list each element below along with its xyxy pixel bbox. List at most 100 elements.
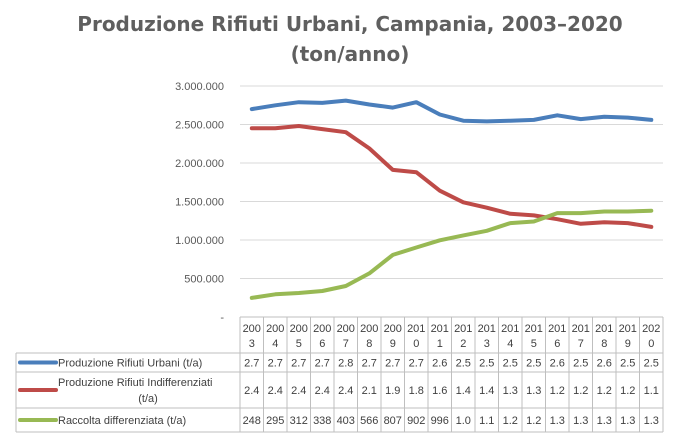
y-tick-label: 500.000 bbox=[184, 274, 224, 286]
table-cell: 1.3 bbox=[644, 415, 659, 427]
table-cell: 2.5 bbox=[573, 358, 588, 370]
x-tick-label: 6 bbox=[554, 338, 560, 350]
table-cell: 1.9 bbox=[385, 385, 400, 397]
x-tick-label: 202 bbox=[642, 323, 660, 335]
table-cell: 403 bbox=[337, 415, 355, 427]
table-cell: 248 bbox=[243, 415, 261, 427]
x-tick-label: 200 bbox=[266, 323, 284, 335]
x-tick-label: 201 bbox=[548, 323, 566, 335]
table-cell: 2.7 bbox=[362, 358, 377, 370]
x-tick-label: 201 bbox=[595, 323, 613, 335]
table-cell: 1.4 bbox=[479, 385, 494, 397]
x-tick-label: 201 bbox=[525, 323, 543, 335]
series-line-3 bbox=[249, 208, 654, 300]
table-cell: 1.3 bbox=[526, 385, 541, 397]
table-cell: 2.8 bbox=[338, 358, 353, 370]
series-line-1 bbox=[249, 98, 654, 124]
table-cell: 2.5 bbox=[644, 358, 659, 370]
x-tick-label: 200 bbox=[360, 323, 378, 335]
x-tick-label: 201 bbox=[501, 323, 519, 335]
table-cell: 2.6 bbox=[550, 358, 565, 370]
chart-title-line-2: (ton/anno) bbox=[291, 42, 410, 66]
data-table: 200 3 200 4 200 5 200 6 200 7 200 8 200 9 201 0 201 1 201 2… bbox=[15, 316, 664, 433]
x-tick-label: 201 bbox=[407, 323, 425, 335]
legend-label: Produzione Rifiuti Urbani (t/a) bbox=[58, 358, 202, 370]
table-cell: 2.5 bbox=[526, 358, 541, 370]
table-cell: 1.2 bbox=[503, 415, 518, 427]
table-cell: 2.4 bbox=[268, 385, 283, 397]
table-cell: 1.3 bbox=[620, 415, 635, 427]
table-cell: 2.6 bbox=[597, 358, 612, 370]
x-tick-label: 200 bbox=[313, 323, 331, 335]
table-cell: 312 bbox=[290, 415, 308, 427]
table-cell: 1.2 bbox=[526, 415, 541, 427]
chart-title-line-1: Produzione Rifiuti Urbani, Campania, 200… bbox=[77, 12, 622, 36]
x-tick-label: 5 bbox=[531, 338, 537, 350]
table-cell: 2.5 bbox=[456, 358, 471, 370]
table-cell: 1.2 bbox=[550, 385, 565, 397]
table-cell: 1.8 bbox=[409, 385, 424, 397]
table-cell: 2.6 bbox=[432, 358, 447, 370]
table-cell: 1.2 bbox=[573, 385, 588, 397]
x-tick-label: 7 bbox=[578, 338, 584, 350]
table-cell: 1.3 bbox=[503, 385, 518, 397]
table-cell: 807 bbox=[384, 415, 402, 427]
x-tick-label: 1 bbox=[437, 338, 443, 350]
x-tick-label: 4 bbox=[272, 338, 278, 350]
x-tick-label: 200 bbox=[290, 323, 308, 335]
x-tick-label: 3 bbox=[484, 338, 490, 350]
table-cell: 2.5 bbox=[503, 358, 518, 370]
table-cell: 295 bbox=[266, 415, 284, 427]
x-tick-label: 9 bbox=[625, 338, 631, 350]
x-tick-label: 0 bbox=[648, 338, 654, 350]
table-cell: 1.0 bbox=[456, 415, 471, 427]
x-tick-label: 8 bbox=[366, 338, 372, 350]
table-cell: 1.3 bbox=[597, 415, 612, 427]
x-tick-label: 201 bbox=[572, 323, 590, 335]
y-tick-label: 2.000.000 bbox=[175, 158, 224, 170]
y-tick-label: 1.500.000 bbox=[175, 197, 224, 209]
table-cell: 2.1 bbox=[362, 385, 377, 397]
x-tick-label: 4 bbox=[507, 338, 513, 350]
x-tick-label: 201 bbox=[454, 323, 472, 335]
table-cell: 2.5 bbox=[620, 358, 635, 370]
legend-label: (t/a) bbox=[138, 393, 158, 405]
x-tick-label: 2 bbox=[460, 338, 466, 350]
x-tick-label: 200 bbox=[384, 323, 402, 335]
table-cell: 2.4 bbox=[338, 385, 353, 397]
series-lines bbox=[249, 98, 654, 300]
table-cell: 1.6 bbox=[432, 385, 447, 397]
x-tick-label: 8 bbox=[601, 338, 607, 350]
table-cell: 2.7 bbox=[268, 358, 283, 370]
table-cell: 2.4 bbox=[244, 385, 259, 397]
series-line-2 bbox=[249, 124, 654, 229]
x-tick-label: 201 bbox=[619, 323, 637, 335]
gridlines bbox=[240, 85, 663, 279]
y-tick-label: 1.000.000 bbox=[175, 235, 224, 247]
table-cell: 2.5 bbox=[479, 358, 494, 370]
y-tick-label: 2.500.000 bbox=[175, 120, 224, 132]
table-cell: 2.7 bbox=[315, 358, 330, 370]
x-tick-label: 200 bbox=[337, 323, 355, 335]
x-tick-label: 5 bbox=[296, 338, 302, 350]
table-cell: 1.2 bbox=[597, 385, 612, 397]
table-cell: 2.4 bbox=[315, 385, 330, 397]
legend-label: Raccolta differenziata (t/a) bbox=[58, 415, 186, 427]
table-cell: 2.7 bbox=[244, 358, 259, 370]
table-cell: 902 bbox=[407, 415, 425, 427]
x-tick-label: 3 bbox=[249, 338, 255, 350]
table-cell: 2.7 bbox=[291, 358, 306, 370]
table-cell: 1.1 bbox=[479, 415, 494, 427]
x-tick-label: 0 bbox=[413, 338, 419, 350]
table-cell: 1.3 bbox=[550, 415, 565, 427]
table-cell: 1.2 bbox=[620, 385, 635, 397]
y-tick-label: 3.000.000 bbox=[175, 81, 224, 93]
x-tick-label: 201 bbox=[478, 323, 496, 335]
table-cell: 996 bbox=[431, 415, 449, 427]
y-tick-label: - bbox=[220, 312, 224, 324]
x-tick-label: 6 bbox=[319, 338, 325, 350]
table-cell: 1.4 bbox=[456, 385, 471, 397]
table-cell: 1.1 bbox=[644, 385, 659, 397]
table-cell: 1.3 bbox=[573, 415, 588, 427]
